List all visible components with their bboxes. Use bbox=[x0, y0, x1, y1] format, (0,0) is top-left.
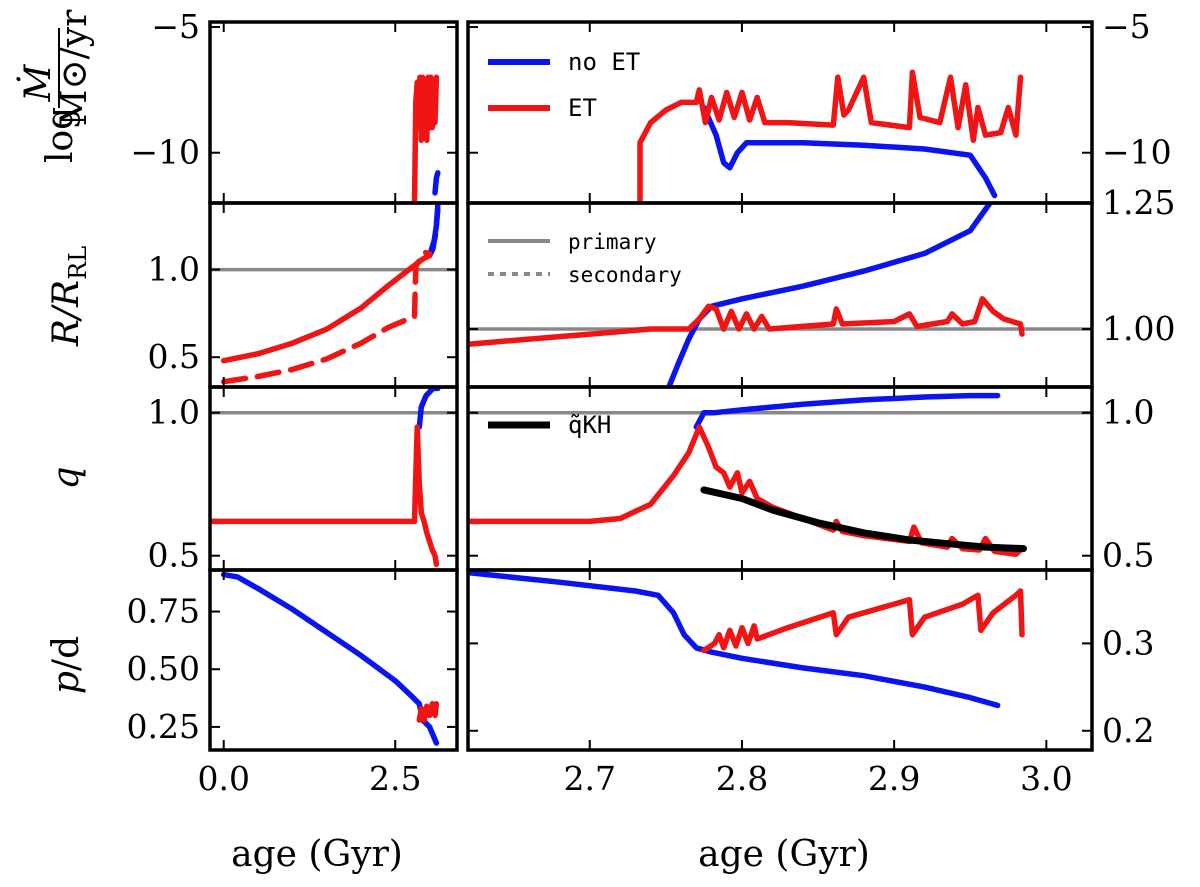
series-line-right_q-0 bbox=[693, 392, 1001, 430]
frame-right_p bbox=[466, 568, 1094, 752]
series-line-right_q-2 bbox=[700, 486, 1027, 553]
series-line-right_q-1 bbox=[468, 424, 1024, 558]
panel-right_q: 0.5 1.0 q̃KH bbox=[466, 385, 1154, 575]
panel-left_r: 0.5 1.0 bbox=[148, 201, 459, 389]
legend-label-right_mdot-1: ET bbox=[568, 94, 597, 122]
ylabel-p: p/d bbox=[46, 636, 87, 694]
legend-label-right_q-0: q̃KH bbox=[568, 411, 611, 439]
ytick-label-left_p-2: 0.75 bbox=[127, 592, 200, 631]
ylabel-q: q bbox=[46, 466, 87, 489]
ytick-label-left_p-0: 0.25 bbox=[127, 707, 200, 746]
legend-label-right_r-0: primary bbox=[568, 230, 657, 254]
frame-left_r bbox=[208, 201, 459, 389]
series-line-left_mdot-1 bbox=[411, 74, 440, 203]
series-line-left_r-2 bbox=[220, 252, 433, 364]
ytick-label-right_q-0: 0.5 bbox=[1102, 536, 1154, 575]
series-line-left_r-3 bbox=[220, 249, 433, 385]
panels: −10 −5 −10 −5 no ET ET 0.5 1.0 1.00 1.25 primary se… bbox=[127, 7, 1176, 798]
series-line-left_p-0 bbox=[220, 571, 440, 746]
series-line-right_r-1 bbox=[468, 296, 1025, 347]
legend-right_mdot: no ET ET bbox=[488, 48, 640, 122]
panel-right_mdot: −10 −5 no ET ET bbox=[466, 7, 1172, 205]
series-line-left_q-1 bbox=[210, 424, 440, 568]
panel-right_r: 1.00 1.25 primary secondary bbox=[466, 183, 1175, 389]
series-line-right_p-1 bbox=[701, 588, 1025, 654]
ylabel-r: R/RRL bbox=[46, 246, 92, 347]
ytick-label-right_r-1: 1.25 bbox=[1102, 183, 1175, 222]
series-line-left_q-0 bbox=[416, 387, 441, 430]
x-axis-title-left: age (Gyr) bbox=[231, 834, 403, 875]
panel-left_p: 0.25 0.50 0.75 0.0 2.5 bbox=[127, 568, 459, 798]
ytick-label-left_q-1: 1.0 bbox=[148, 393, 200, 432]
svg-text:M⊙/yr: M⊙/yr bbox=[54, 9, 95, 126]
ytick-label-right_mdot-0: −10 bbox=[1102, 133, 1172, 172]
panel-left_q: 0.5 1.0 bbox=[148, 385, 459, 575]
ytick-label-right_mdot-1: −5 bbox=[1102, 7, 1151, 46]
legend-label-right_r-1: secondary bbox=[568, 263, 682, 287]
legend-right_q: q̃KH bbox=[488, 411, 611, 439]
ytick-label-right_r-0: 1.00 bbox=[1102, 309, 1175, 348]
panel-left_mdot: −10 −5 bbox=[130, 7, 459, 205]
series-line-left_p-1 bbox=[416, 701, 440, 723]
ytick-label-left_r-1: 1.0 bbox=[148, 250, 200, 289]
svg-text:p/d: p/d bbox=[46, 636, 87, 694]
xtick-label-right_p-2: 2.9 bbox=[868, 759, 920, 798]
xtick-label-left_p-0: 0.0 bbox=[197, 759, 249, 798]
ylabel-mdot: log Ṁ M⊙/yr bbox=[17, 9, 95, 163]
x-axis-title-right: age (Gyr) bbox=[698, 834, 870, 875]
series-line-right_r-0 bbox=[666, 203, 993, 387]
series-line-left_r-1 bbox=[426, 207, 441, 259]
ytick-label-left_q-0: 0.5 bbox=[148, 536, 200, 575]
frame-right_mdot bbox=[466, 20, 1094, 205]
xtick-label-right_p-3: 3.0 bbox=[1020, 759, 1072, 798]
ytick-label-right_p-0: 0.2 bbox=[1102, 711, 1154, 750]
series-line-right_mdot-0 bbox=[701, 104, 998, 199]
series-line-right_mdot-1 bbox=[637, 69, 1024, 203]
svg-text:q: q bbox=[46, 466, 87, 489]
series-line-left_mdot-0 bbox=[432, 170, 441, 196]
frame-right_r bbox=[466, 201, 1094, 389]
ytick-label-left_mdot-1: −5 bbox=[151, 7, 200, 46]
svg-text:Ṁ: Ṁ bbox=[17, 63, 59, 102]
ytick-label-left_r-0: 0.5 bbox=[148, 337, 200, 376]
legend-right_r: primary secondary bbox=[488, 230, 682, 287]
xtick-label-right_p-1: 2.8 bbox=[716, 759, 768, 798]
frame-left_p bbox=[208, 568, 459, 752]
panel-right_p: 0.2 0.3 2.7 2.8 2.9 3.0 bbox=[466, 568, 1154, 798]
xtick-label-right_p-0: 2.7 bbox=[564, 759, 616, 798]
ytick-label-right_q-1: 1.0 bbox=[1102, 393, 1154, 432]
ytick-label-left_mdot-0: −10 bbox=[130, 133, 200, 172]
svg-text:log: log bbox=[40, 107, 81, 163]
legend-label-right_mdot-0: no ET bbox=[568, 48, 640, 76]
xtick-label-left_p-1: 2.5 bbox=[369, 759, 421, 798]
svg-text:R/RRL: R/RRL bbox=[46, 246, 92, 347]
ytick-label-left_p-1: 0.50 bbox=[127, 649, 200, 688]
ytick-label-right_p-1: 0.3 bbox=[1102, 623, 1154, 662]
